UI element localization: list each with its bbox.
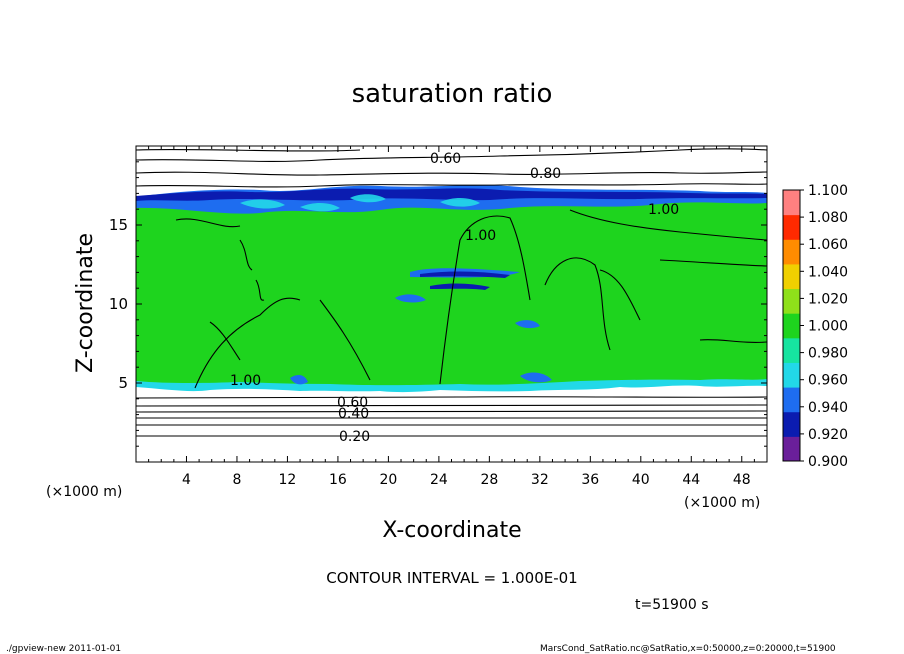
moist-layer-top-dark (136, 188, 767, 201)
colorbar-label: 1.100 (808, 183, 848, 199)
y-tick-label: 10 (109, 295, 128, 313)
colorbar-swatch (783, 362, 800, 388)
contour-lines (136, 148, 767, 437)
y-tick-label: 15 (109, 216, 128, 234)
colorbar-swatch (783, 288, 800, 314)
x-tick-label: 16 (329, 472, 347, 488)
x-tick-label: 40 (632, 472, 650, 488)
moist-layer-cyan-patches (240, 194, 480, 212)
saturated-region (136, 191, 767, 391)
colorbar-label: 0.920 (808, 427, 848, 443)
x-tick-label: 36 (581, 472, 599, 488)
colorbar-swatch (783, 263, 800, 290)
contour-label: 0.60 (430, 151, 461, 167)
footer-right: MarsCond_SatRatio.nc@SatRatio,x=0:50000,… (540, 644, 836, 654)
x-tick-label: 44 (682, 472, 700, 488)
x-tick-label: 32 (531, 472, 549, 488)
colorbar-label: 0.980 (808, 346, 848, 362)
contour-interval-text: CONTOUR INTERVAL = 1.000E-01 (326, 569, 577, 587)
colorbar-swatch (783, 214, 800, 240)
colorbar-swatch (783, 190, 800, 216)
x-tick-label: 28 (480, 472, 498, 488)
colorbar-label: 0.900 (808, 454, 848, 470)
moist-layer-bottom-band (136, 379, 767, 393)
colorbar-label: 1.060 (808, 237, 848, 253)
colorbar-swatch (783, 411, 800, 437)
x-tick-label: 4 (182, 472, 191, 488)
contour-label: 0.20 (339, 429, 370, 445)
colorbar-label: 0.960 (808, 373, 848, 389)
y-tick-label: 5 (118, 374, 128, 392)
y-unit-label: (×1000 m) (46, 484, 122, 500)
time-text: t=51900 s (635, 597, 709, 613)
x-axis-ticks: 4 8 12 16 20 24 28 32 36 40 44 48 (148, 146, 755, 488)
y-axis-ticks: 5 10 15 (109, 161, 767, 447)
x-axis-label: X-coordinate (382, 518, 521, 543)
colorbar-label: 0.940 (808, 400, 848, 416)
x-unit-label: (×1000 m) (684, 495, 760, 511)
colorbar-swatch (783, 239, 800, 265)
colorbar-label: 1.080 (808, 210, 848, 226)
y-axis-label: Z-coordinate (73, 233, 98, 373)
contour-label: 1.00 (230, 373, 261, 389)
colorbar-swatch (783, 436, 800, 462)
x-tick-label: 8 (232, 472, 241, 488)
x-tick-label: 24 (430, 472, 448, 488)
colorbar: 0.900 0.920 0.940 0.960 0.980 1.000 1.020 1.040… (782, 183, 848, 470)
x-tick-label: 20 (379, 472, 397, 488)
colorbar-swatch (783, 387, 800, 413)
x-tick-label: 12 (279, 472, 297, 488)
embedded-dark-streaks (420, 271, 510, 290)
contour-label: 1.00 (648, 202, 679, 218)
contour-label: 0.40 (338, 406, 369, 422)
colorbar-swatch (783, 313, 800, 339)
colorbar-swatch (783, 337, 800, 363)
colorbar-label: 1.040 (808, 264, 848, 280)
colorbar-label: 1.020 (808, 291, 848, 307)
x-tick-label: 48 (733, 472, 751, 488)
plot-area: 0.60 0.80 1.00 1.00 1.00 0.60 0.40 0.20 (135, 145, 768, 463)
chart-title: saturation ratio (352, 79, 553, 109)
contour-label: 1.00 (465, 228, 496, 244)
contour-labels: 0.60 0.80 1.00 1.00 1.00 0.60 0.40 0.20 (230, 151, 679, 445)
contour-label: 0.60 (337, 395, 368, 411)
colorbar-label: 1.000 (808, 319, 848, 335)
contour-label: 0.80 (530, 166, 561, 182)
footer-left: ./gpview-new 2011-01-01 (6, 644, 121, 654)
